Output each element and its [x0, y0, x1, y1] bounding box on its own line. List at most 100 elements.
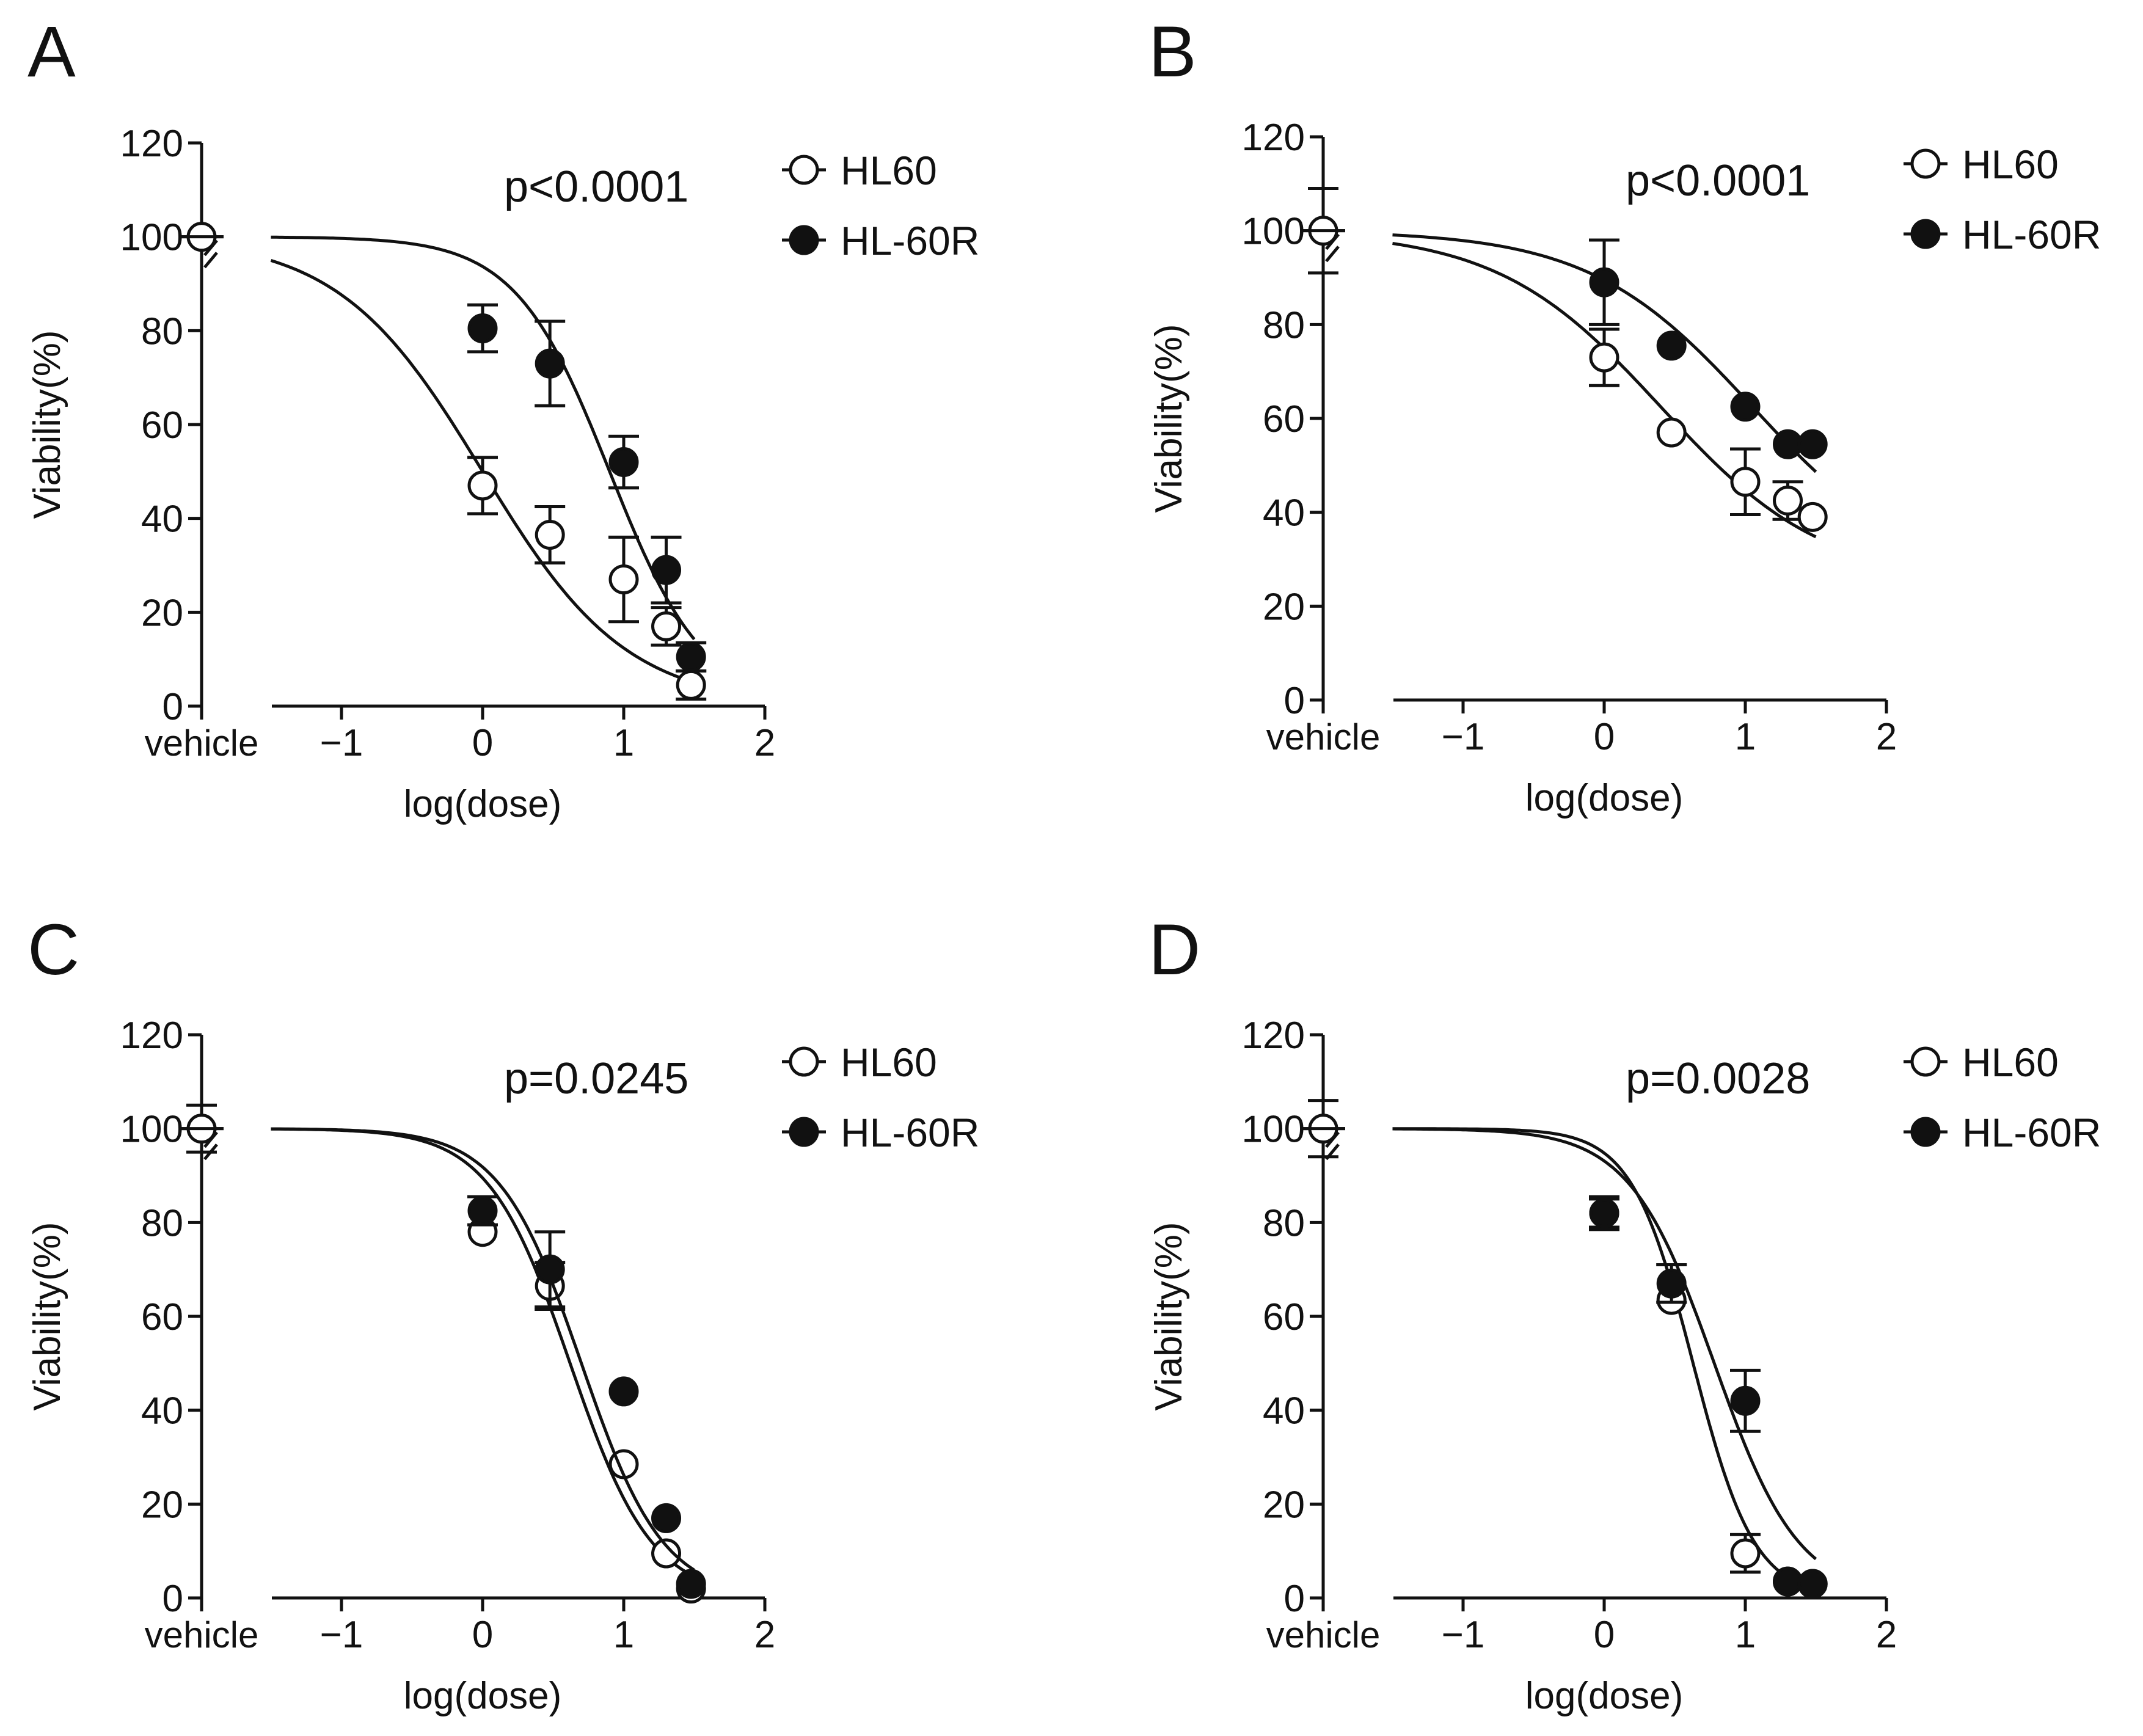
p-value: p<0.0001: [504, 162, 688, 211]
data-point-open: [467, 470, 498, 501]
y-tick-label: 80: [141, 310, 183, 352]
panel-a: A 0 20 40 60 80 100 120 vehicle −1 0 1 2 log(dose) Via…: [26, 12, 979, 825]
data-point-filled: [535, 1254, 565, 1285]
data-point-filled: [1773, 1566, 1803, 1597]
y-tick-label: 40: [1263, 492, 1305, 534]
x-tick-label: −1: [320, 1614, 363, 1656]
x-axis-label: log(dose): [404, 1675, 561, 1717]
legend-label-open: HL60: [841, 1040, 937, 1085]
x-tick-label: 1: [1735, 716, 1756, 758]
x-tick-label: 1: [613, 1614, 634, 1656]
data-point-filled: [467, 313, 498, 343]
x-tick-label: 2: [754, 1614, 775, 1656]
vehicle-label: vehicle: [1266, 717, 1381, 757]
data-point-filled: [1589, 1198, 1619, 1228]
y-tick-label: 40: [1263, 1390, 1305, 1432]
legend-marker-filled: [789, 1117, 819, 1147]
y-tick-label: 100: [120, 217, 183, 259]
y-tick-label: 80: [141, 1202, 183, 1244]
legend-label-filled: HL-60R: [841, 1110, 979, 1155]
legend-marker-open: [1910, 148, 1941, 179]
legend-marker-filled: [1910, 219, 1941, 249]
y-axis-label: Viability(%): [1148, 1222, 1190, 1411]
x-tick-label: 2: [1876, 1614, 1897, 1656]
legend-label-open: HL60: [1962, 142, 2059, 187]
data-point-open: [1656, 417, 1687, 448]
vehicle-label: vehicle: [145, 723, 259, 764]
legend-marker-open: [789, 155, 819, 185]
legend-marker-open: [1910, 1046, 1941, 1077]
x-tick-label: 2: [1876, 716, 1897, 758]
panel-c: C 0 20 40 60 80 100 120 vehicle −1 0 1 2 log(dose) Via…: [26, 910, 979, 1717]
y-axis-label: Viability(%): [1148, 324, 1190, 513]
data-point-filled: [1773, 429, 1803, 459]
panel-letter: A: [27, 12, 76, 92]
data-point-open: [608, 564, 639, 595]
legend-label-filled: HL-60R: [1962, 212, 2101, 257]
y-axis-label: Viability(%): [26, 330, 68, 519]
data-point-open: [651, 1538, 682, 1569]
data-point-filled: [608, 447, 639, 477]
panel-letter: D: [1148, 910, 1200, 990]
y-tick-label: 120: [120, 1015, 183, 1057]
y-tick-label: 120: [1242, 117, 1305, 159]
x-tick-label: −1: [1442, 716, 1485, 758]
data-point-open: [676, 669, 706, 700]
y-tick-label: 60: [141, 1296, 183, 1338]
y-tick-label: 0: [1284, 1578, 1305, 1620]
y-tick-label: 60: [1263, 398, 1305, 440]
y-tick-label: 60: [141, 404, 183, 447]
data-point-filled: [1730, 392, 1761, 422]
data-point-open: [535, 520, 565, 550]
data-point-filled: [535, 348, 565, 379]
y-tick-label: 0: [162, 1578, 183, 1620]
vehicle-label: vehicle: [1266, 1614, 1381, 1655]
data-point-filled: [1797, 429, 1828, 459]
y-tick-label: 80: [1263, 1202, 1305, 1244]
panel-letter: B: [1148, 12, 1197, 92]
y-tick-label: 0: [1284, 680, 1305, 722]
y-tick-label: 120: [1242, 1015, 1305, 1057]
y-tick-label: 20: [141, 1484, 183, 1526]
data-point-filled: [1589, 267, 1619, 297]
data-point-filled: [608, 1376, 639, 1407]
data-point-filled: [1730, 1385, 1761, 1416]
y-tick-label: 40: [141, 1390, 183, 1432]
y-tick-label: 40: [141, 498, 183, 541]
x-axis-label: log(dose): [404, 783, 561, 825]
x-tick-label: 2: [754, 722, 775, 764]
data-point-filled: [1656, 1268, 1687, 1299]
y-axis-label: Viability(%): [26, 1222, 68, 1411]
panel-d: D 0 20 40 60 80 100 120 vehicle −1 0 1 2 log(dose) Via…: [1148, 910, 2101, 1717]
data-point-filled: [676, 641, 706, 672]
axis-break-mark: [1325, 246, 1340, 263]
y-tick-label: 80: [1263, 304, 1305, 346]
legend-label-filled: HL-60R: [841, 218, 979, 263]
x-axis-label: log(dose): [1525, 1675, 1683, 1717]
x-tick-label: −1: [1442, 1614, 1485, 1656]
data-point-filled: [651, 1503, 682, 1533]
x-tick-label: 0: [1594, 1614, 1615, 1656]
data-point-open: [1797, 501, 1828, 532]
y-tick-label: 20: [1263, 586, 1305, 628]
data-point-filled: [467, 1195, 498, 1226]
y-tick-label: 100: [1242, 1109, 1305, 1151]
data-point-open: [1589, 342, 1619, 373]
data-point-filled: [1797, 1569, 1828, 1599]
legend-label-open: HL60: [841, 148, 937, 193]
data-point-open: [1730, 1538, 1761, 1569]
fit-curve-filled: [271, 235, 696, 641]
y-tick-label: 0: [162, 686, 183, 728]
x-tick-label: 0: [472, 1614, 493, 1656]
y-tick-label: 60: [1263, 1296, 1305, 1338]
data-point-filled: [651, 555, 682, 585]
data-point-open: [1730, 467, 1761, 497]
vehicle-label: vehicle: [145, 1614, 259, 1655]
y-tick-label: 20: [141, 592, 183, 634]
y-tick-label: 100: [1242, 211, 1305, 253]
p-value: p=0.0245: [504, 1054, 688, 1103]
fit-curve-filled: [271, 1127, 695, 1572]
x-tick-label: 1: [613, 722, 634, 764]
legend-marker-filled: [789, 225, 819, 255]
